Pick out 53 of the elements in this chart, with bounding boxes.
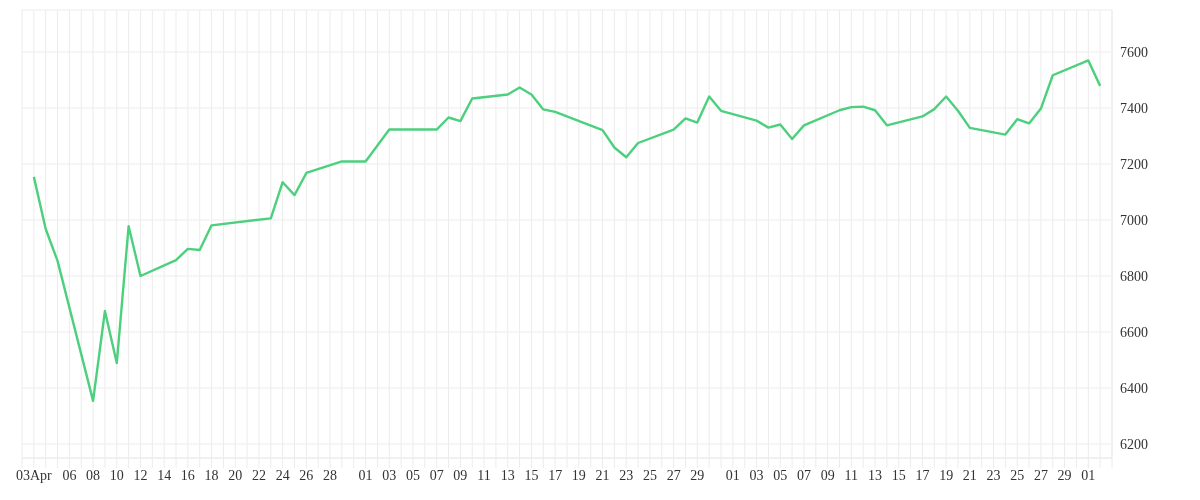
x-tick-label: 17: [915, 467, 930, 483]
x-tick-label: 17: [548, 467, 563, 483]
line-series: [32, 59, 1102, 403]
x-tick-label: 14: [157, 467, 172, 483]
x-tick-label: 01: [358, 467, 373, 483]
x-tick-label: 25: [1010, 467, 1025, 483]
x-tick-label: 10: [109, 467, 124, 483]
x-tick-label: 13: [500, 467, 515, 483]
x-tick-label: 23: [986, 467, 1001, 483]
x-tick-label: 03: [382, 467, 397, 483]
y-tick-label: 6800: [1120, 268, 1148, 284]
x-tick-label: 29: [1057, 467, 1072, 483]
y-tick-label: 7000: [1120, 212, 1148, 228]
x-tick-label: 16: [180, 467, 195, 483]
x-tick-label: 29: [690, 467, 705, 483]
x-tick-label: 24: [275, 467, 290, 483]
x-tick-label: 19: [571, 467, 586, 483]
x-tick-label: 25: [642, 467, 657, 483]
x-tick-label: 20: [228, 467, 243, 483]
x-tick-label: 07: [796, 467, 811, 483]
x-tick-label: 08: [86, 467, 101, 483]
x-tick-label: 15: [524, 467, 539, 483]
y-tick-label: 7400: [1120, 100, 1148, 116]
x-tick-label: 26: [299, 467, 314, 483]
x-tick-label: 07: [429, 467, 444, 483]
y-tick-label: 7200: [1120, 156, 1148, 172]
x-tick-label: 21: [595, 467, 610, 483]
x-tick-label: 23: [619, 467, 634, 483]
x-tick-label: 05: [405, 467, 420, 483]
y-tick-label: 6600: [1120, 324, 1148, 340]
y-tick-label: 6200: [1120, 436, 1148, 452]
x-tick-label: 22: [251, 467, 266, 483]
x-tick-label: 03Apr: [15, 467, 53, 483]
x-tick-label: 11: [844, 467, 859, 483]
x-tick-label: 27: [1033, 467, 1048, 483]
x-tick-label: 19: [939, 467, 954, 483]
x-tick-label: 06: [62, 467, 77, 483]
y-tick-label: 6400: [1120, 380, 1148, 396]
x-tick-label: 01: [725, 467, 740, 483]
x-tick-label: 15: [891, 467, 906, 483]
x-tick-label: 13: [868, 467, 883, 483]
x-tick-label: 09: [820, 467, 835, 483]
x-tick-label: 05: [773, 467, 788, 483]
x-tick-label: 01: [1081, 467, 1096, 483]
y-tick-label: 7600: [1120, 44, 1148, 60]
x-tick-label: 03: [749, 467, 764, 483]
x-tick-label: 27: [666, 467, 681, 483]
x-tick-label: 18: [204, 467, 219, 483]
x-tick-label: 21: [962, 467, 977, 483]
x-tick-label: 12: [133, 467, 148, 483]
x-tick-label: 11: [477, 467, 491, 483]
x-tick-label: 28: [323, 467, 338, 483]
x-tick-label: 09: [453, 467, 468, 483]
